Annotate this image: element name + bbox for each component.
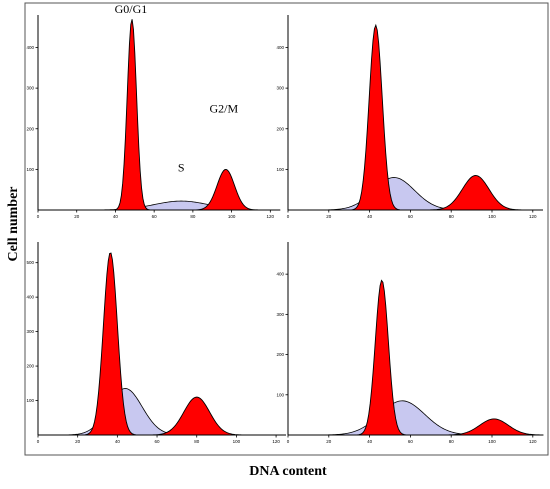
x-tick-label: 0	[287, 214, 290, 219]
x-tick-label: 60	[408, 439, 414, 444]
y-tick-label: 300	[26, 329, 34, 334]
x-tick-label: 120	[267, 214, 275, 219]
x-tick-label: 60	[408, 214, 414, 219]
y-tick-label: 300	[276, 86, 284, 91]
y-tick-label: 100	[26, 167, 34, 172]
x-tick-label: 20	[74, 214, 80, 219]
y-tick-label: 400	[276, 45, 284, 50]
series-g0-g1-area	[38, 252, 286, 436]
x-tick-label: 40	[115, 439, 121, 444]
x-tick-label: 60	[152, 214, 158, 219]
x-tick-label: 0	[37, 214, 40, 219]
y-tick-label: 300	[26, 86, 34, 91]
series-g0-g1-area	[38, 19, 280, 211]
panel-bottom-right: 0 20 40 60 80 100 120 100 200 300 400	[276, 242, 544, 444]
y-tick-label: 100	[26, 398, 34, 403]
x-tick-label: 100	[488, 214, 496, 219]
x-axis-title: DNA content	[249, 464, 327, 479]
x-tick-label: 40	[367, 214, 373, 219]
x-tick-label: 20	[326, 439, 332, 444]
series-g2-m-area	[38, 396, 286, 436]
x-tick-label: 100	[488, 439, 496, 444]
x-tick-label: 0	[287, 439, 290, 444]
panel-bottom-left: 0 20 40 60 80 100 120 100 200 300 400 500	[26, 242, 286, 444]
x-tick-label: 40	[367, 439, 373, 444]
x-tick-label: 0	[37, 439, 40, 444]
x-tick-label: 60	[155, 439, 161, 444]
x-tick-label: 120	[529, 439, 537, 444]
y-tick-label: 200	[26, 364, 34, 369]
y-tick-label: 200	[276, 126, 284, 131]
peak-label: G0/G1	[115, 2, 148, 16]
y-tick-label: 200	[276, 352, 284, 357]
y-tick-label: 100	[276, 167, 284, 172]
y-tick-label: 400	[26, 295, 34, 300]
y-tick-label: 400	[276, 272, 284, 277]
series-g0-g1-area	[288, 23, 543, 211]
x-tick-label: 80	[190, 214, 196, 219]
series-s-area	[288, 177, 543, 211]
y-tick-label: 200	[26, 126, 34, 131]
y-axis-title: Cell number	[6, 186, 21, 261]
figure-frame	[24, 2, 549, 456]
x-tick-label: 100	[233, 439, 241, 444]
series-s-area	[38, 388, 286, 436]
peak-label: S	[178, 160, 185, 174]
peak-label: G2/M	[210, 102, 239, 116]
x-tick-label: 100	[228, 214, 236, 219]
x-tick-label: 20	[75, 439, 81, 444]
y-tick-label: 300	[276, 312, 284, 317]
x-tick-label: 120	[272, 439, 280, 444]
x-tick-label: 80	[194, 439, 200, 444]
y-tick-label: 100	[276, 392, 284, 397]
y-tick-label: 500	[26, 260, 34, 265]
x-tick-label: 80	[449, 439, 455, 444]
panel-top-right: 0 20 40 60 80 100 120 100 200 300 400	[276, 15, 543, 219]
x-tick-label: 20	[326, 214, 332, 219]
x-tick-label: 120	[529, 214, 537, 219]
y-tick-label: 400	[26, 45, 34, 50]
panel-top-left: 0 20 40 60 80 100 120 100 200 300 400 G0/G1 S G2/M	[26, 2, 281, 219]
x-tick-label: 80	[449, 214, 455, 219]
x-tick-label: 40	[113, 214, 119, 219]
